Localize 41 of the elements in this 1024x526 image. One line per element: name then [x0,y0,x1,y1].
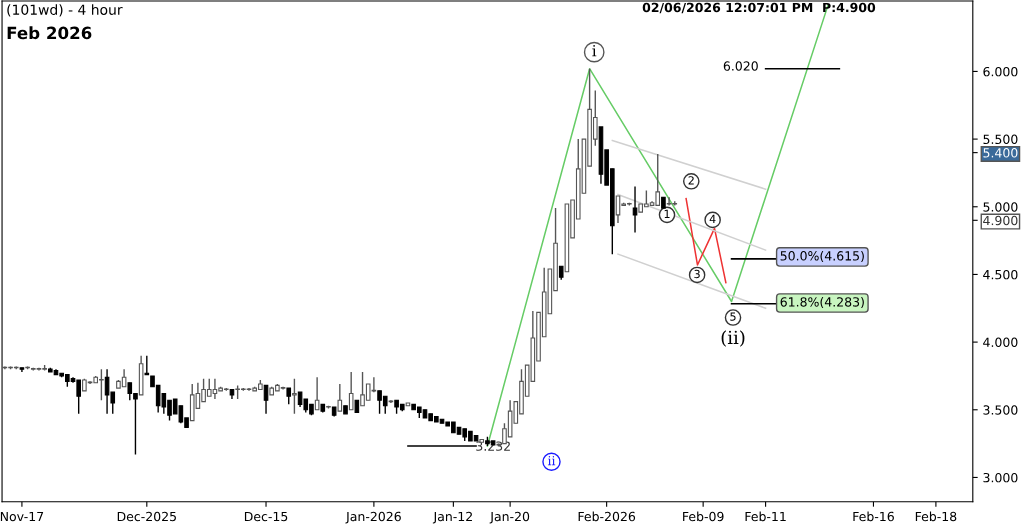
y-tick-label: 5.500 [983,134,1018,145]
candlestick [632,185,638,234]
x-tick-label: Feb-18 [915,511,957,522]
x-tick-label: Nov-17 [0,511,44,522]
x-tick-label: Feb-09 [683,511,724,522]
candlestick [144,354,150,376]
x-tick-label: Feb-2026 [578,511,636,522]
line-series [685,197,727,284]
candlestick [348,371,354,411]
annotation: i [592,45,597,57]
y-tick-label: 4.000 [983,337,1018,348]
y-tick-label: 3.500 [983,405,1018,415]
text: Feb 2026 [7,26,92,40]
chart-title: (101wd) - 4 hour [7,4,123,17]
annotation: 4 [709,214,716,223]
annotation: 61.8%(4.283) [780,296,864,309]
x-tick-label: Dec-2025 [117,511,176,522]
y-tick-label: 5.000 [983,202,1018,212]
y-tick-label: 4.500 [983,269,1018,280]
annotation: 1 [664,209,670,218]
y-tick-label: 5.400 [983,148,1018,158]
x-tick-label: Feb-16 [853,511,894,522]
candlestick [314,376,320,411]
x-tick-label: Feb-11 [745,511,786,522]
annotation: 2 [688,176,694,185]
annotation: 5 [730,312,736,321]
annotation: 3 [694,269,700,279]
annotation: 6.020 [723,61,758,71]
annotation: (ii) [721,330,745,347]
x-tick-label: Dec-15 [244,511,288,522]
y-tick-label: 6.000 [983,66,1018,77]
y-tick-label: 3.000 [983,472,1018,483]
annotation: 02/06/2026 12:07:01 PM P:4.900 [642,2,876,14]
annotation: 50.0%(4.615) [780,250,864,263]
candlestick [337,383,343,412]
annotation: ii [547,456,556,466]
x-tick-label: Jan-12 [432,511,472,524]
candlestick [292,377,297,415]
y-tick-label: 4.900 [983,215,1018,226]
x-tick-label: Jan-20 [489,511,530,524]
x-tick-label: Jan-2026 [345,511,401,524]
